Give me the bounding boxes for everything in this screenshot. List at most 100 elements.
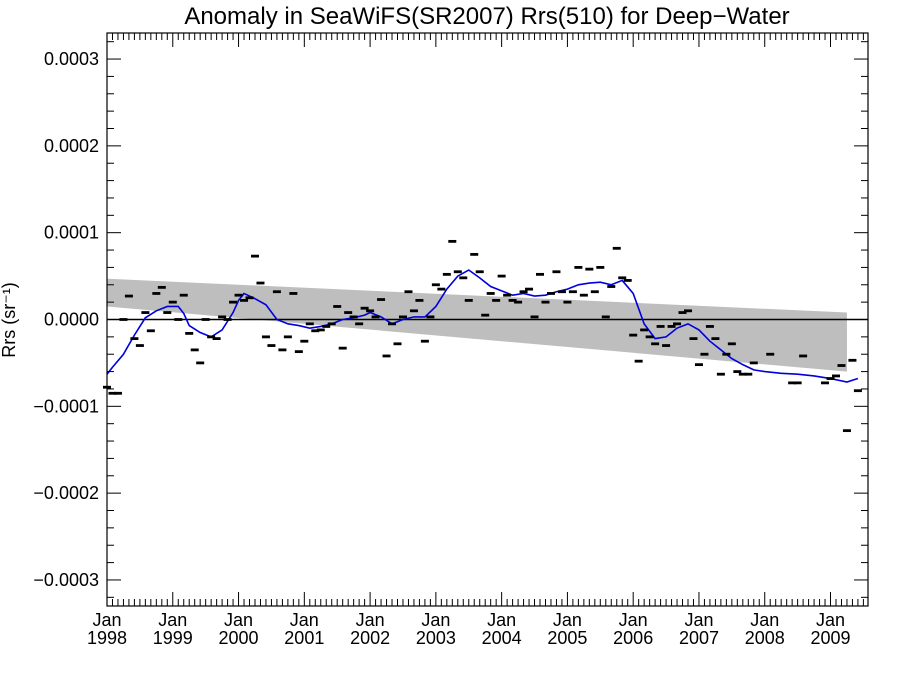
data-point <box>821 381 830 385</box>
data-point <box>157 285 166 289</box>
x-tick-year: 2009 <box>810 628 850 648</box>
data-point <box>579 293 588 297</box>
data-point <box>393 342 402 346</box>
data-point <box>667 325 676 328</box>
confidence-band <box>107 278 847 372</box>
data-point <box>541 300 550 304</box>
x-tick-year: 1998 <box>87 628 127 648</box>
data-point <box>240 299 249 302</box>
x-tick-year: 2006 <box>613 628 653 648</box>
x-tick-year: 2004 <box>482 628 522 648</box>
data-point <box>135 344 144 347</box>
data-point <box>497 274 506 278</box>
data-point <box>552 270 561 274</box>
data-point <box>788 381 797 385</box>
data-point <box>409 309 418 313</box>
data-point <box>344 311 353 314</box>
data-point <box>464 299 473 302</box>
data-point <box>229 300 238 304</box>
data-point <box>503 293 512 297</box>
data-point <box>601 315 610 319</box>
x-tick-month: Jan <box>684 610 713 630</box>
x-tick-year: 2007 <box>679 628 719 648</box>
y-tick-label: −0.0003 <box>33 570 99 590</box>
data-point <box>349 315 358 319</box>
data-point <box>289 292 298 295</box>
x-tick-year: 2003 <box>416 628 456 648</box>
x-tick-month: Jan <box>290 610 319 630</box>
data-point <box>618 276 627 280</box>
data-point <box>700 352 709 356</box>
data-point <box>108 391 117 395</box>
data-point <box>415 299 424 302</box>
x-tick-month: Jan <box>619 610 648 630</box>
y-tick-label: −0.0002 <box>33 483 99 503</box>
data-point <box>431 283 440 287</box>
data-point <box>420 339 429 343</box>
data-point <box>388 322 397 326</box>
data-point <box>662 344 671 347</box>
data-point <box>272 290 281 294</box>
data-point <box>536 272 545 276</box>
data-point <box>749 361 758 365</box>
data-point <box>168 300 177 304</box>
data-point <box>442 272 451 276</box>
x-tick-year: 2001 <box>284 628 324 648</box>
data-point <box>377 298 386 301</box>
data-point <box>683 309 692 313</box>
x-tick-month: Jan <box>553 610 582 630</box>
x-tick-month: Jan <box>816 610 845 630</box>
data-point <box>256 281 265 285</box>
data-point <box>738 372 747 376</box>
y-tick-labels: 0.0003 0.0002 0.0001 0.0000 −0.0001 −0.0002 −0… <box>33 49 99 590</box>
data-point <box>831 374 840 378</box>
data-point <box>651 342 660 346</box>
data-point <box>475 270 484 274</box>
running-mean-line <box>106 269 859 383</box>
data-point <box>212 337 221 340</box>
y-tick-label: −0.0001 <box>33 396 99 416</box>
data-point <box>146 329 155 333</box>
data-point <box>459 276 468 280</box>
data-point <box>607 285 616 288</box>
data-point <box>574 266 583 269</box>
data-point <box>514 300 523 304</box>
data-point <box>124 294 133 298</box>
y-tick-label: 0.0002 <box>44 136 99 156</box>
data-point <box>366 309 375 313</box>
data-point <box>640 328 649 332</box>
x-tick-month: Jan <box>356 610 385 630</box>
y-tick-label: 0.0003 <box>44 49 99 69</box>
data-point <box>629 333 638 337</box>
data-point <box>218 315 227 319</box>
data-point <box>223 318 232 321</box>
data-point <box>130 337 139 340</box>
data-point <box>546 292 555 295</box>
data-point <box>766 352 775 356</box>
data-point <box>113 391 122 395</box>
y-axis-label: Rrs (sr⁻¹) <box>0 282 19 357</box>
x-tick-month: Jan <box>487 610 516 630</box>
data-point <box>355 322 364 326</box>
data-point <box>585 267 594 271</box>
data-point <box>525 287 534 291</box>
data-point <box>508 299 517 302</box>
data-point <box>612 246 621 250</box>
data-point <box>634 359 643 363</box>
x-tick-year: 2002 <box>350 628 390 648</box>
data-point <box>250 254 259 258</box>
data-point <box>470 252 479 256</box>
data-point <box>793 381 802 385</box>
data-point <box>404 290 413 294</box>
data-point <box>481 313 490 317</box>
data-point <box>207 335 216 339</box>
data-point <box>744 372 753 376</box>
data-point <box>311 329 320 333</box>
x-tick-month: Jan <box>92 610 121 630</box>
data-point <box>283 335 292 339</box>
data-point <box>333 305 342 308</box>
data-point <box>623 279 632 282</box>
data-point <box>316 328 325 332</box>
data-point <box>201 318 210 321</box>
data-point <box>190 348 199 352</box>
